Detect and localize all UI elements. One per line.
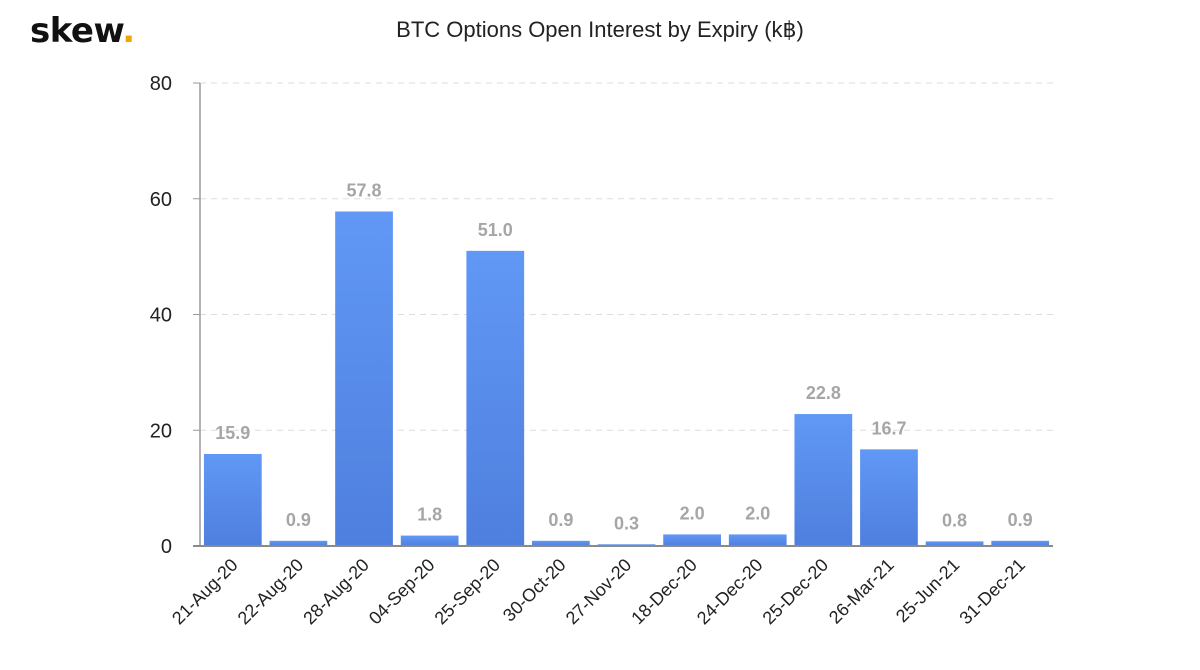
bar <box>991 540 1050 546</box>
data-label: 0.9 <box>548 510 573 530</box>
data-label: 2.0 <box>745 503 770 523</box>
x-tick-label: 21-Aug-20 <box>168 555 242 629</box>
bar <box>400 535 459 546</box>
y-tick-label: 40 <box>150 305 172 327</box>
x-tick-label: 24-Dec-20 <box>693 555 767 629</box>
x-tick-label: 18-Dec-20 <box>627 555 701 629</box>
gridlines <box>200 82 1053 431</box>
bar <box>728 534 787 546</box>
logo-dot: . <box>122 11 135 51</box>
bar <box>663 534 721 546</box>
logo-text: skew <box>30 11 123 51</box>
data-label: 2.0 <box>680 503 705 523</box>
x-tick-label: 25-Jun-21 <box>892 555 963 626</box>
bars <box>203 211 1050 547</box>
y-tick-label: 20 <box>150 420 172 442</box>
bar <box>335 211 393 547</box>
axes <box>193 82 1053 547</box>
chart-title: BTC Options Open Interest by Expiry (k฿) <box>396 17 804 42</box>
data-label: 1.8 <box>417 505 442 525</box>
x-tick-label: 30-Oct-20 <box>499 555 570 626</box>
data-label: 0.9 <box>286 510 311 530</box>
data-label: 22.8 <box>806 383 841 403</box>
y-tick-label: 80 <box>150 73 172 95</box>
x-tick-label: 31-Dec-21 <box>955 555 1029 629</box>
bar <box>203 453 262 546</box>
x-tick-label: 04-Sep-20 <box>365 555 439 629</box>
x-tick-labels: 21-Aug-2022-Aug-2028-Aug-2004-Sep-2025-S… <box>168 555 1029 629</box>
data-label: 0.9 <box>1008 510 1033 530</box>
x-tick-label: 25-Dec-20 <box>759 555 833 629</box>
data-label: 15.9 <box>215 423 250 443</box>
x-tick-label: 25-Sep-20 <box>431 555 505 629</box>
x-tick-label: 26-Mar-21 <box>825 555 898 628</box>
bar <box>532 540 590 546</box>
bar <box>466 250 525 546</box>
bar <box>860 449 918 546</box>
bar <box>925 541 984 546</box>
bar <box>794 414 853 546</box>
data-label: 0.8 <box>942 510 967 530</box>
data-label: 51.0 <box>478 220 513 240</box>
bar <box>269 540 328 546</box>
data-label: 16.7 <box>871 418 906 438</box>
data-label: 0.3 <box>614 513 639 533</box>
y-tick-label: 60 <box>150 189 172 211</box>
data-label: 57.8 <box>347 180 382 200</box>
x-tick-label: 27-Nov-20 <box>562 555 636 629</box>
x-tick-label: 28-Aug-20 <box>299 555 373 629</box>
skew-logo: skew. <box>30 6 135 56</box>
y-tick-label: 0 <box>161 536 172 558</box>
data-labels: 15.9 0.9 57.8 1.8 51.0 0.9 0.3 2.0 2.0 22.8 16.7 0.… <box>215 180 1032 533</box>
y-tick-labels: 0 20 40 60 80 <box>150 73 172 558</box>
x-tick-label: 22-Aug-20 <box>234 555 308 629</box>
